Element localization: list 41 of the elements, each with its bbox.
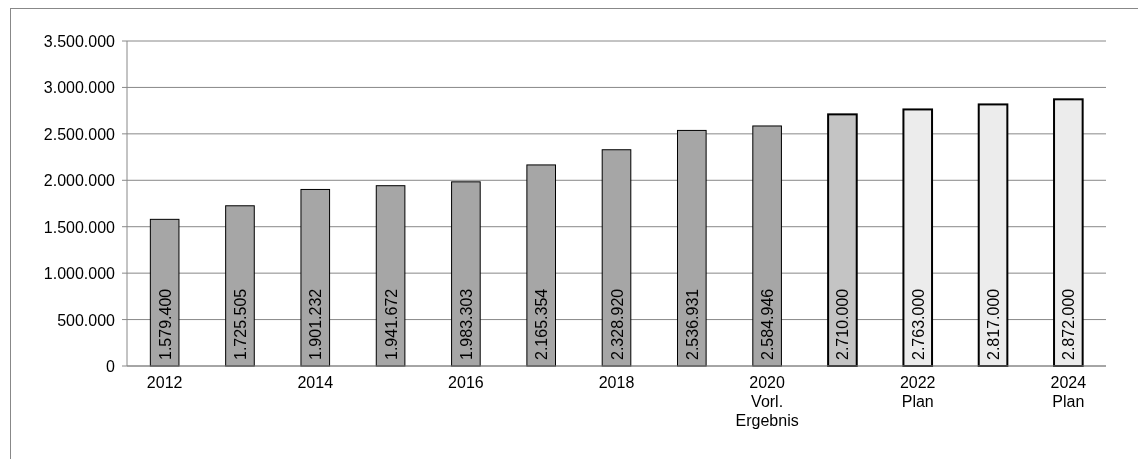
- y-tick-label: 2.500.000: [43, 125, 116, 143]
- y-tick-label: 3.000.000: [43, 79, 116, 97]
- data-label: 2.817.000: [985, 288, 1003, 360]
- x-tick-label: 2022 Plan: [899, 374, 936, 410]
- data-label: 2.710.000: [834, 288, 852, 360]
- bar: [225, 205, 255, 367]
- data-label: 2.872.000: [1060, 288, 1078, 360]
- bar: [375, 185, 406, 367]
- y-tick-label: 1.500.000: [43, 218, 116, 236]
- bar: [752, 125, 782, 367]
- y-tick-label: 3.500.000: [43, 33, 116, 50]
- bar: [977, 103, 1009, 367]
- x-tick-label: 2012: [146, 374, 183, 391]
- data-label: 2.536.931: [683, 288, 701, 360]
- bar: [902, 108, 934, 367]
- x-tick-label: 2020 Vorl. Ergebnis: [735, 374, 799, 429]
- y-tick-label: 500.000: [57, 311, 116, 329]
- data-label: 1.579.400: [156, 288, 174, 360]
- bar: [526, 164, 556, 367]
- x-tick-label: 2024 Plan: [1050, 374, 1087, 410]
- bar: [827, 113, 858, 367]
- bar: [149, 218, 180, 367]
- data-label: 2.584.946: [759, 288, 777, 360]
- data-label: 2.165.354: [533, 288, 551, 360]
- data-label: 2.763.000: [909, 288, 927, 360]
- bar: [1053, 98, 1084, 367]
- x-tick-label: 2018: [598, 374, 635, 391]
- data-label: 1.725.505: [231, 288, 249, 360]
- y-tick-label: 0: [106, 358, 116, 375]
- y-tick-label: 1.000.000: [43, 265, 116, 283]
- bar: [451, 181, 481, 367]
- bar: [300, 188, 331, 367]
- data-label: 1.901.232: [307, 288, 325, 360]
- data-label: 1.983.303: [457, 288, 475, 360]
- data-label: 2.328.920: [608, 288, 626, 360]
- bar: [677, 129, 707, 367]
- bar: [601, 149, 632, 367]
- x-tick-label: 2016: [448, 374, 484, 391]
- data-label: 1.941.672: [382, 288, 400, 360]
- x-tick-label: 2014: [297, 374, 334, 391]
- y-tick-label: 2.000.000: [43, 172, 116, 190]
